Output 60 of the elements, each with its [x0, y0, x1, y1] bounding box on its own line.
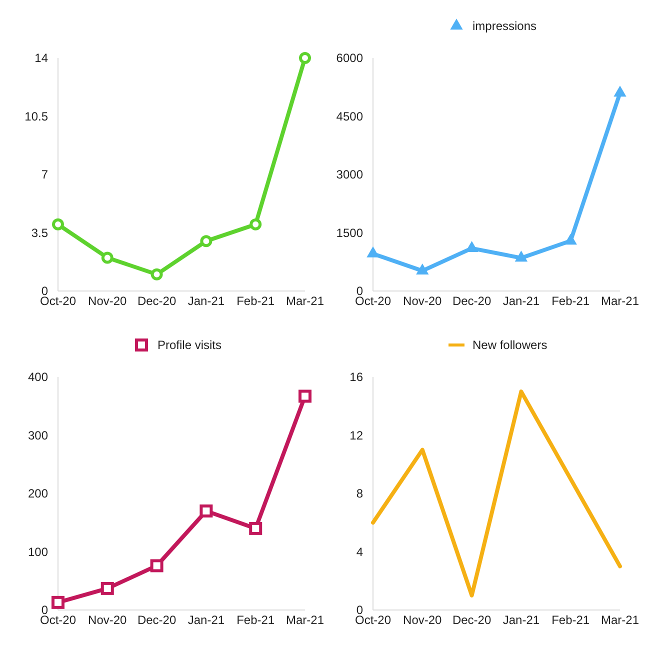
- point: [614, 86, 626, 97]
- point: [200, 235, 212, 248]
- point: [564, 234, 577, 245]
- x-tick-label: Dec-20: [452, 613, 492, 627]
- point: [100, 582, 114, 595]
- x-tick-label: Jan-21: [502, 294, 540, 308]
- y-tick-label: 4500: [336, 109, 364, 124]
- point: [150, 268, 163, 280]
- y-tick-label: 14: [34, 51, 48, 66]
- legend-label: impressions: [472, 19, 537, 33]
- x-tick-label: Jan-21: [188, 613, 225, 627]
- point: [298, 390, 312, 403]
- y-tick-label: 16: [350, 370, 364, 384]
- x-tick-label: Mar-21: [286, 613, 324, 627]
- y-tick-label: 400: [28, 370, 48, 384]
- y-tick-label: 7: [41, 168, 48, 182]
- legend-label: Profile visits: [158, 338, 222, 352]
- y-tick-label: 12: [350, 428, 364, 442]
- x-tick-label: Dec-20: [452, 294, 492, 308]
- point: [150, 559, 164, 572]
- y-tick-label: 6000: [336, 51, 364, 66]
- line-series: [371, 390, 622, 598]
- y-tick-label: 4: [356, 544, 364, 559]
- point: [514, 250, 528, 262]
- x-tick-label: Oct-20: [40, 294, 76, 308]
- y-tick-label: 3000: [336, 168, 364, 182]
- y-tick-label: 300: [28, 428, 48, 442]
- x-tick-label: Feb-21: [236, 613, 275, 627]
- x-tick-label: Mar-21: [600, 613, 640, 627]
- point: [416, 263, 429, 274]
- x-tick-label: Nov-20: [88, 294, 128, 308]
- x-tick-label: Feb-21: [236, 294, 275, 308]
- y-tick-label: 3.5: [31, 226, 48, 240]
- x-tick-label: Dec-20: [137, 613, 176, 627]
- x-tick-label: Feb-21: [552, 613, 590, 627]
- point: [200, 504, 213, 518]
- x-tick-label: Nov-20: [403, 294, 442, 308]
- point: [299, 52, 311, 64]
- x-tick-label: Oct-20: [354, 294, 392, 308]
- x-tick-label: Nov-20: [88, 613, 128, 627]
- y-tick-label: 1500: [336, 226, 364, 240]
- x-tick-label: Oct-20: [354, 613, 392, 627]
- x-tick-label: Mar-21: [600, 294, 640, 308]
- point: [52, 218, 64, 230]
- x-tick-label: Jan-21: [188, 294, 225, 308]
- y-tick-label: 100: [28, 544, 48, 559]
- x-tick-label: Feb-21: [552, 294, 590, 308]
- x-tick-label: Nov-20: [403, 613, 442, 627]
- y-tick-label: 200: [28, 486, 48, 501]
- y-tick-label: 10.5: [24, 109, 48, 124]
- legend-label: New followers: [472, 338, 548, 352]
- point: [101, 252, 114, 264]
- point: [250, 218, 262, 230]
- x-tick-label: Jan-21: [502, 613, 540, 627]
- x-tick-label: Dec-20: [137, 294, 176, 308]
- y-tick-label: 8: [356, 486, 364, 501]
- point: [249, 522, 262, 535]
- point: [52, 596, 64, 609]
- x-tick-label: Oct-20: [40, 613, 76, 627]
- x-tick-label: Mar-21: [286, 294, 324, 308]
